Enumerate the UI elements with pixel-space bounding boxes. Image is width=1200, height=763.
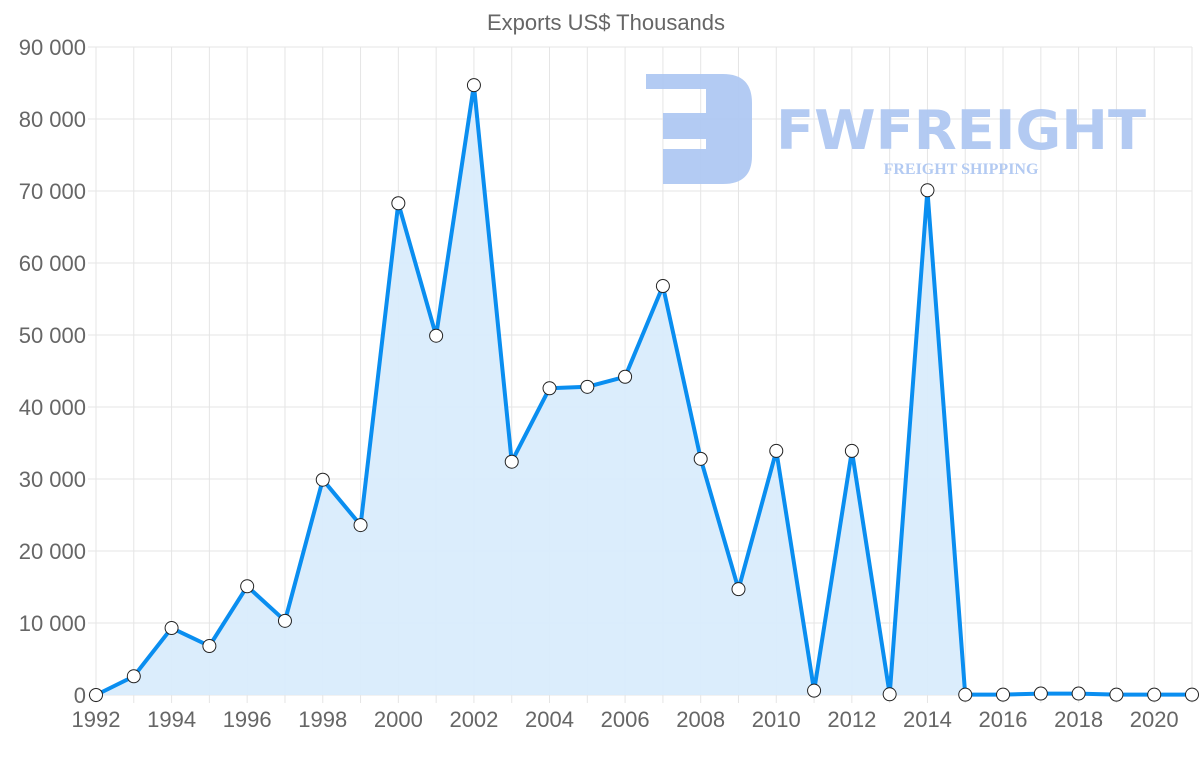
data-point-2019[interactable] (1109, 687, 1124, 702)
x-tick-label: 1994 (147, 707, 196, 732)
y-tick-label: 80 000 (19, 107, 86, 132)
data-point-1995[interactable] (202, 639, 217, 654)
data-point-2021[interactable] (1185, 687, 1199, 702)
x-tick-label: 2014 (903, 707, 952, 732)
x-tick-label: 2020 (1130, 707, 1179, 732)
y-tick-label: 60 000 (19, 251, 86, 276)
data-point-2012[interactable] (844, 443, 859, 458)
y-tick-label: 0 (74, 683, 86, 708)
data-point-2018[interactable] (1071, 686, 1086, 701)
x-tick-label: 1992 (72, 707, 121, 732)
data-point-1996[interactable] (240, 579, 255, 594)
data-point-1994[interactable] (164, 621, 179, 636)
data-point-1999[interactable] (353, 518, 368, 533)
data-point-2001[interactable] (429, 328, 444, 343)
x-tick-label: 2012 (827, 707, 876, 732)
chart-title: Exports US$ Thousands (487, 10, 725, 35)
data-points (89, 78, 1199, 702)
watermark-brand: FWFREIGHT (776, 99, 1146, 162)
x-tick-label: 2018 (1054, 707, 1103, 732)
y-tick-label: 70 000 (19, 179, 86, 204)
y-tick-label: 40 000 (19, 395, 86, 420)
x-tick-label: 1998 (298, 707, 347, 732)
data-point-2010[interactable] (769, 443, 784, 458)
data-point-2020[interactable] (1147, 687, 1162, 702)
data-point-2007[interactable] (655, 279, 670, 294)
data-point-2014[interactable] (920, 183, 935, 198)
x-tick-label: 1996 (223, 707, 272, 732)
data-point-2004[interactable] (542, 381, 557, 396)
x-tick-label: 2010 (752, 707, 801, 732)
data-point-2017[interactable] (1033, 686, 1048, 701)
y-tick-label: 50 000 (19, 323, 86, 348)
x-tick-label: 2004 (525, 707, 574, 732)
series-area-fill (96, 85, 1192, 695)
x-tick-label: 2006 (601, 707, 650, 732)
data-point-1993[interactable] (126, 669, 141, 684)
data-point-2013[interactable] (882, 687, 897, 702)
data-point-2015[interactable] (958, 687, 973, 702)
data-point-2002[interactable] (466, 78, 481, 93)
y-tick-label: 30 000 (19, 467, 86, 492)
data-point-1992[interactable] (89, 688, 103, 702)
data-point-2009[interactable] (731, 582, 746, 597)
data-point-1998[interactable] (315, 472, 330, 487)
y-tick-label: 10 000 (19, 611, 86, 636)
x-tick-label: 2002 (449, 707, 498, 732)
x-tick-label: 2008 (676, 707, 725, 732)
watermark-logo-mark (646, 74, 752, 184)
data-point-2008[interactable] (693, 451, 708, 466)
data-point-1997[interactable] (277, 613, 292, 628)
data-point-2011[interactable] (807, 683, 822, 698)
x-axis-ticks: 1992 1994 1996 1998 2000 2002 2004 2006 2008 2010… (72, 707, 1179, 732)
data-point-2000[interactable] (391, 196, 406, 211)
y-tick-label: 90 000 (19, 35, 86, 60)
data-point-2003[interactable] (504, 454, 519, 469)
data-point-2005[interactable] (580, 379, 595, 394)
data-point-2016[interactable] (996, 687, 1011, 702)
x-tick-label: 2000 (374, 707, 423, 732)
y-tick-label: 20 000 (19, 539, 86, 564)
fwfreight-watermark-logo: FWFREIGHT FREIGHT SHIPPING (646, 74, 1146, 184)
watermark-tagline: FREIGHT SHIPPING (884, 161, 1039, 178)
y-axis-ticks: 0 10 000 20 000 30 000 40 000 50 000 60 000 70 … (19, 35, 86, 708)
x-tick-label: 2016 (979, 707, 1028, 732)
data-point-2006[interactable] (618, 369, 633, 384)
